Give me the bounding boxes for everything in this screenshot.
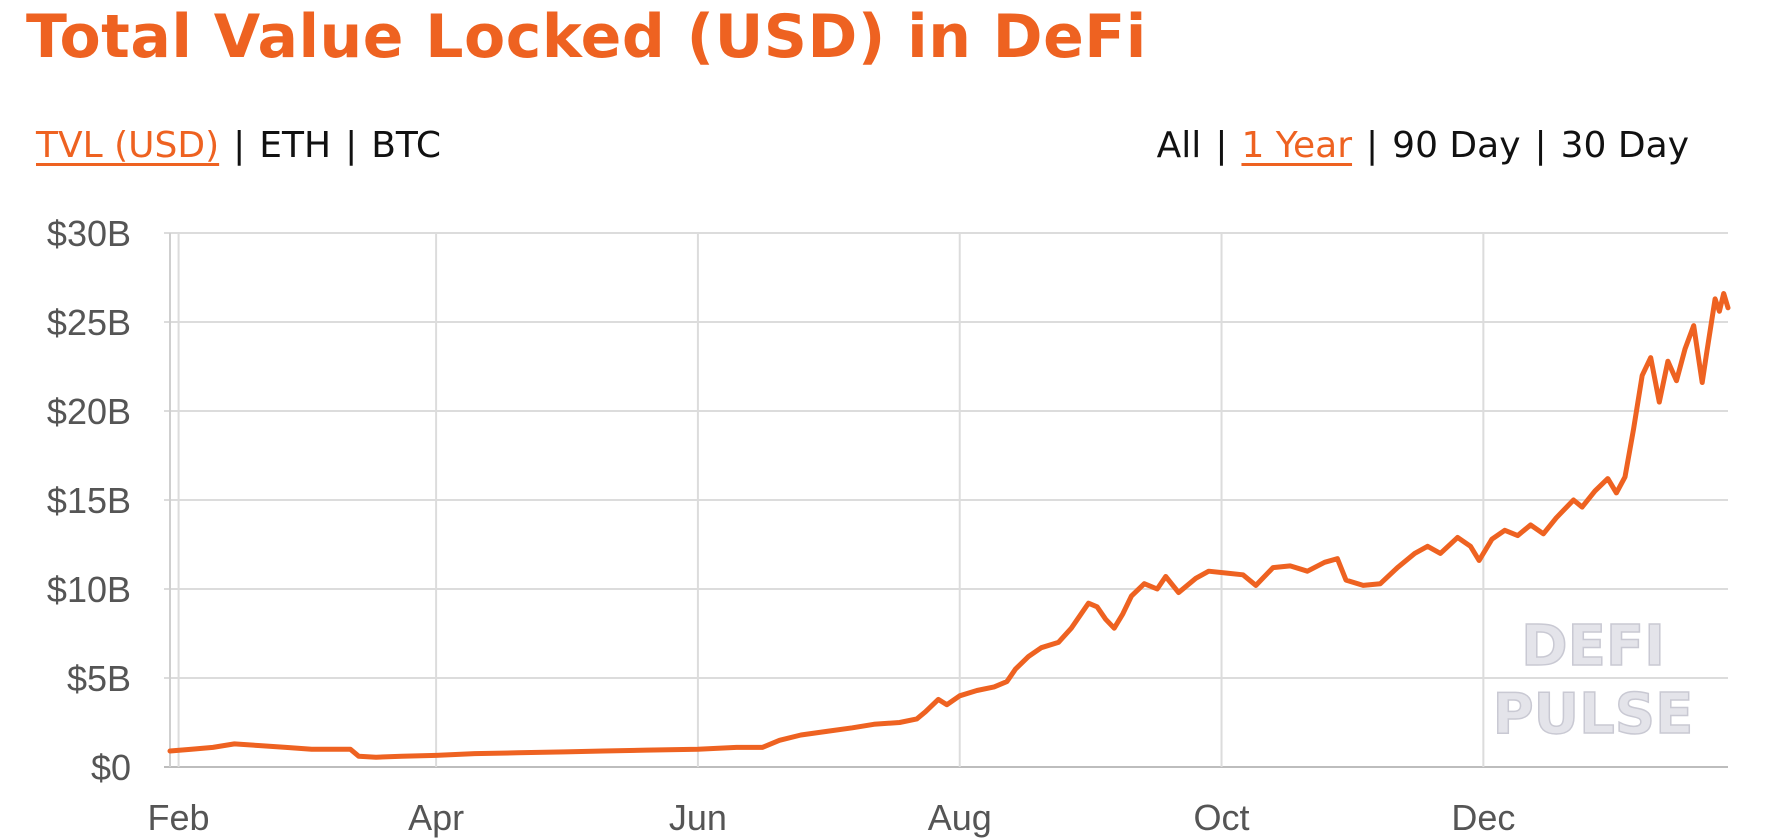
series-layer [167,291,1731,760]
unit-option-eth[interactable]: ETH [259,125,332,166]
y-tick-label: $25B [47,302,131,343]
watermark-text: DEFI [1521,614,1665,679]
x-tick-label: Dec [1451,797,1515,838]
separator: | [345,125,358,166]
separator: | [233,125,246,166]
y-tick-label: $0 [91,747,131,788]
x-tick-label: Jun [669,797,727,838]
separator: | [1366,125,1379,166]
chart-grid [164,232,1728,768]
y-tick-label: $5B [67,658,131,699]
y-tick-label: $15B [47,480,131,521]
unit-toggle: TVL (USD) | ETH | BTC [36,125,441,166]
tvl-series-line [167,291,1731,760]
x-tick-label: Apr [408,797,464,838]
x-tick-label: Aug [928,797,992,838]
separator: | [1534,125,1547,166]
unit-option-btc[interactable]: BTC [371,125,441,166]
y-tick-label: $20B [47,391,131,432]
x-tick-label: Feb [148,797,210,838]
range-option-90-day[interactable]: 90 Day [1392,125,1521,166]
separator: | [1215,125,1228,166]
x-axis: Feb Apr Jun Aug Oct Dec [148,797,1516,838]
y-tick-label: $10B [47,569,131,610]
range-option-all[interactable]: All [1156,125,1202,166]
unit-option-tvl-usd[interactable]: TVL (USD) [36,125,220,166]
range-option-1-year[interactable]: 1 Year [1241,125,1353,166]
y-axis: $0 $5B $10B $15B $20B $25B $30B [47,213,131,788]
page-title: Total Value Locked (USD) in DeFi [26,2,1147,72]
range-option-30-day[interactable]: 30 Day [1560,125,1689,166]
range-toggle: All | 1 Year | 90 Day | 30 Day [1157,125,1689,166]
watermark-text: PULSE [1493,682,1694,747]
x-tick-label: Oct [1194,797,1250,838]
y-tick-label: $30B [47,213,131,254]
